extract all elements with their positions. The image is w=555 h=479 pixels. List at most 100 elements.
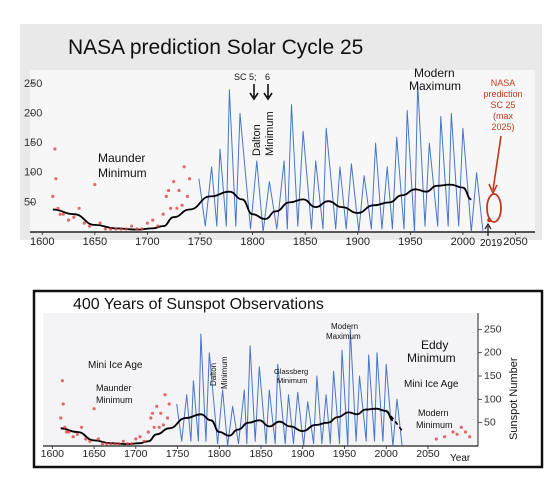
- bottom-marks: [59, 328, 472, 447]
- top-annot-prediction: prediction: [483, 89, 522, 99]
- observation-dot: [155, 404, 159, 408]
- observation-dot: [125, 442, 130, 446]
- x-tick-label: 2000: [451, 236, 475, 248]
- observation-dot: [169, 206, 173, 210]
- x-tick-label: 1950: [398, 236, 422, 248]
- observation-dot: [468, 435, 472, 439]
- observation-dot: [166, 188, 171, 193]
- y-tick-label: 100: [484, 393, 502, 405]
- top-annot-dalton: Dalton: [251, 124, 263, 156]
- top-nasa-arrow: [492, 135, 502, 191]
- observation-dot: [88, 224, 92, 228]
- x-tick-label: 1750: [166, 448, 190, 460]
- bottom-annot-modern: Modern: [331, 322, 358, 331]
- x-tick-label: 1600: [30, 236, 54, 248]
- observation-dot: [61, 212, 65, 216]
- y-tick-label: 250: [484, 323, 502, 335]
- observation-dot: [114, 227, 118, 231]
- observation-dot: [64, 430, 69, 434]
- x-tick-label: 1650: [83, 236, 107, 248]
- observation-dot: [463, 430, 468, 434]
- observation-dot: [434, 437, 438, 441]
- bottom-annot-modern-maximum: Maximum: [326, 332, 361, 341]
- observation-dot: [187, 177, 192, 181]
- top-annot-sc5: SC 5;: [234, 72, 257, 82]
- y-tick-label: 200: [484, 347, 502, 359]
- observation-dot: [146, 430, 150, 434]
- observation-dot: [84, 437, 88, 441]
- observation-dot: [67, 430, 71, 434]
- observation-dot: [71, 435, 75, 439]
- observation-dot: [98, 221, 102, 225]
- observation-dot: [152, 425, 156, 429]
- bottom-annot-mini-ice-age-right: Mini Ice Age: [404, 379, 459, 390]
- bottom-annot-mini-ice-age-left: Mini Ice Age: [88, 360, 143, 371]
- bottom-annot-eddy-minimum: Minimum: [407, 351, 456, 365]
- top-annot-2019: 2019: [480, 238, 503, 249]
- observation-dot: [56, 206, 60, 210]
- bottom-x-ticks: 1600 1650 1700 1750 1800 1850 1900 1950 2000 2050: [41, 446, 440, 460]
- top-nasa-note: NASA prediction SC 25 (max 2025): [483, 78, 522, 132]
- observation-dot: [177, 188, 181, 193]
- top-plot-bg: [30, 70, 535, 232]
- top-chart-title: NASA prediction Solar Cycle 25: [68, 36, 363, 59]
- observation-dot: [60, 379, 64, 383]
- top-marks: [51, 83, 492, 233]
- x-tick-label: 1900: [345, 236, 369, 248]
- bottom-y-label: Sunspot Number: [508, 357, 520, 440]
- x-tick-label: 1750: [188, 236, 212, 248]
- x-tick-label: 1950: [333, 448, 357, 460]
- bottom-annot-dalton-minimum: Minimum: [220, 356, 229, 389]
- observation-dot: [117, 442, 121, 446]
- observation-dot: [105, 442, 109, 446]
- bottom-annot-eddy: Eddy: [421, 338, 448, 352]
- observation-dot: [135, 227, 139, 231]
- observation-dot: [165, 416, 170, 420]
- observation-dot: [138, 435, 142, 439]
- series-monthly-sunspots: [176, 328, 403, 447]
- observation-dot: [113, 442, 117, 446]
- observation-dot: [109, 442, 113, 446]
- observation-dot: [451, 430, 455, 434]
- bottom-annot-dalton: Dalton: [209, 363, 218, 386]
- top-x-ticks: 1600 1650 1700 1750 1800 1850 1900 1950 2000 2050: [30, 232, 528, 248]
- x-tick-label: 1850: [293, 236, 317, 248]
- top-nasa-arrowhead: [488, 183, 498, 195]
- top-annot-dalton-minimum: Minimum: [264, 111, 276, 156]
- observation-dot: [459, 425, 463, 429]
- observation-dot: [455, 432, 459, 436]
- observation-dot: [75, 432, 79, 436]
- observation-dot: [130, 224, 134, 228]
- observation-dot: [72, 215, 76, 219]
- observation-dot: [66, 218, 71, 222]
- observation-dot: [151, 218, 155, 222]
- observation-dot: [163, 393, 167, 397]
- x-tick-label: 2000: [375, 448, 399, 460]
- observation-dot: [100, 442, 104, 446]
- top-annot-maunder-minimum: Minimum: [98, 166, 147, 180]
- top-arrow-2019: [484, 222, 492, 236]
- observation-dot: [175, 206, 179, 210]
- observation-dot: [140, 227, 144, 231]
- bottom-y-ticks: 50 100 150 200 250: [478, 323, 502, 429]
- observation-dot: [156, 224, 160, 228]
- top-annot-sc6: 6: [265, 72, 270, 82]
- observation-dot: [82, 221, 86, 225]
- series-smoothed-average: [60, 407, 394, 446]
- observation-dot: [142, 439, 146, 443]
- x-tick-label: 1850: [249, 448, 273, 460]
- observation-dot: [61, 402, 65, 406]
- observation-dot: [167, 402, 171, 406]
- x-tick-label: 2050: [416, 448, 440, 460]
- observation-dot: [103, 227, 107, 231]
- top-annot-max: (max: [493, 111, 513, 121]
- observation-dot: [443, 435, 447, 439]
- bottom-chart-title: 400 Years of Sunspot Observations: [73, 296, 324, 313]
- x-tick-label: 1800: [240, 236, 264, 248]
- top-annot-modern-maximum: Maximum: [409, 79, 461, 93]
- x-tick-label: 1800: [208, 448, 232, 460]
- observation-dot: [58, 212, 62, 216]
- x-tick-label: 2050: [503, 236, 527, 248]
